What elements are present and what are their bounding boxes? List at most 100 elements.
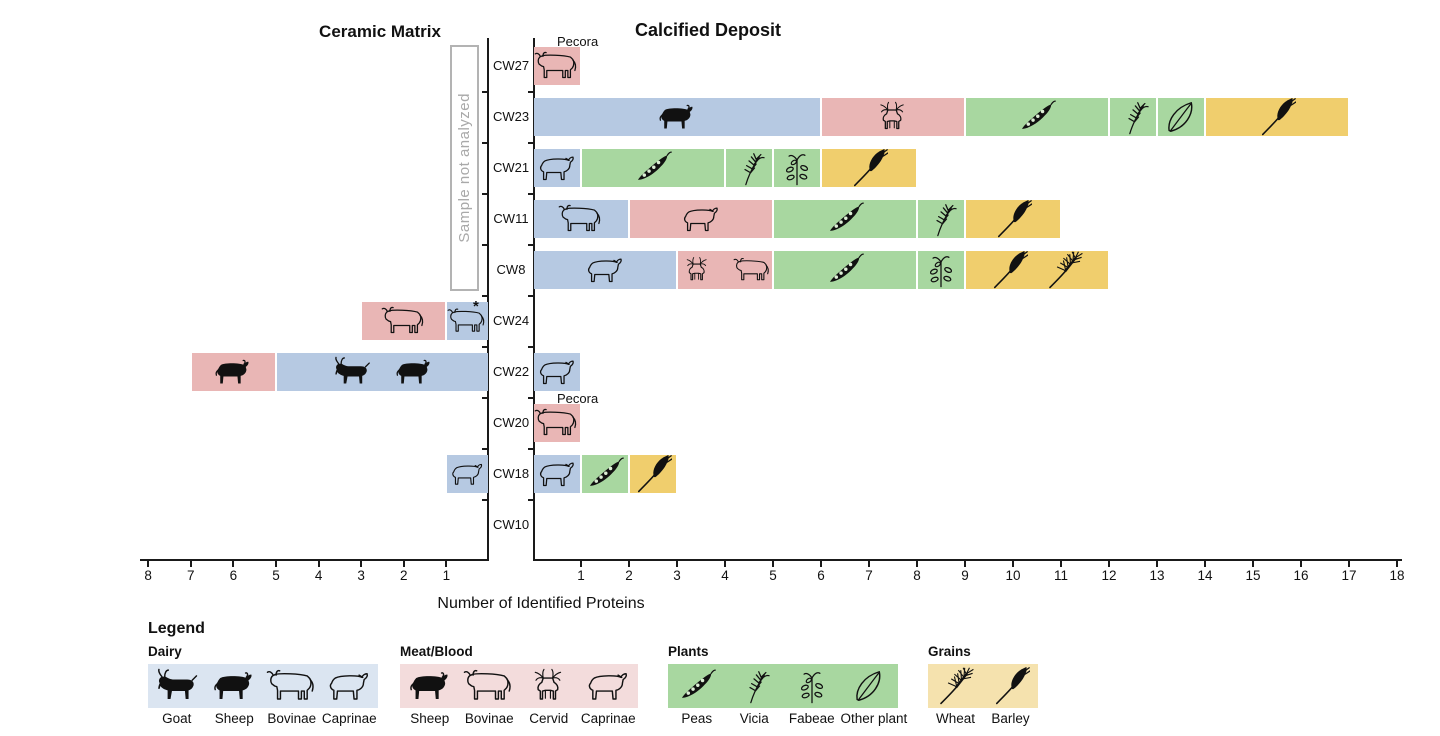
row-label: CW22 xyxy=(492,364,530,379)
row-label: CW18 xyxy=(492,466,530,481)
goat-black-icon xyxy=(151,668,203,704)
y-tick xyxy=(528,141,533,144)
legend-item xyxy=(148,664,206,708)
barley-icon xyxy=(849,149,889,187)
bar-segment-meat xyxy=(630,200,772,238)
bar-segment-meat xyxy=(822,98,964,136)
wheat-icon xyxy=(936,667,976,705)
bar-segment-dairy xyxy=(534,353,580,391)
vicia-icon xyxy=(729,149,769,187)
legend-item-label: Sheep xyxy=(410,711,450,726)
x-tick-label: 2 xyxy=(625,568,633,583)
bar-segment-plants xyxy=(966,98,1108,136)
bar-segment-dairy xyxy=(534,98,820,136)
x-tick-label: 1 xyxy=(442,568,451,583)
y-tick xyxy=(482,498,487,501)
x-tick xyxy=(964,561,966,567)
sheep-black-icon xyxy=(391,355,437,389)
peas-icon xyxy=(825,251,865,289)
pecora-label: Pecora xyxy=(557,34,599,49)
legend-group-plants: Plants Peas Vicia Fabeae Other plant xyxy=(668,644,908,726)
x-tick-label: 6 xyxy=(229,568,238,583)
bar-segment-dairy xyxy=(447,302,488,340)
bar-segment-dairy xyxy=(277,353,488,391)
x-tick-label: 7 xyxy=(865,568,873,583)
barley-icon xyxy=(989,251,1029,289)
legend-swatch xyxy=(928,664,1038,708)
y-tick xyxy=(528,447,533,450)
caprinae-icon xyxy=(582,668,634,704)
bovinae-icon xyxy=(733,253,772,287)
bar-segment-plants xyxy=(1110,98,1156,136)
legend-swatch xyxy=(668,664,898,708)
caprinae-icon xyxy=(323,668,375,704)
bar-segment-dairy xyxy=(447,455,488,493)
legend-group-name: Grains xyxy=(928,644,971,659)
left-x-axis xyxy=(140,559,489,561)
x-tick xyxy=(1348,561,1350,567)
legend-item xyxy=(928,664,983,708)
bar-segment-meat xyxy=(191,353,275,391)
sheep-black-icon xyxy=(210,355,256,389)
legend-item xyxy=(519,664,579,708)
bovinae-icon xyxy=(463,668,515,704)
caprinae-icon xyxy=(447,457,488,491)
peas-icon xyxy=(633,149,673,187)
legend-item xyxy=(579,664,639,708)
y-tick xyxy=(482,243,487,246)
legend-item-label: Wheat xyxy=(935,711,976,726)
right-y-axis xyxy=(533,38,535,561)
x-tick xyxy=(1108,561,1110,567)
x-tick xyxy=(1252,561,1254,567)
x-tick-label: 14 xyxy=(1197,568,1213,583)
sheep-black-icon xyxy=(208,668,260,704)
x-tick-label: 4 xyxy=(721,568,729,583)
bar-segment-meat xyxy=(534,404,580,442)
y-tick xyxy=(482,447,487,450)
x-tick-label: 13 xyxy=(1149,568,1165,583)
x-tick xyxy=(1060,561,1062,567)
x-tick-label: 4 xyxy=(314,568,323,583)
legend-item-label: Sheep xyxy=(214,711,254,726)
x-tick xyxy=(402,561,405,567)
x-tick-label: 3 xyxy=(357,568,365,583)
legend-item xyxy=(400,664,460,708)
legend-item-label: Goat xyxy=(162,711,192,726)
legend-swatch xyxy=(148,664,378,708)
fabeae-icon xyxy=(921,251,961,289)
bovinae-icon xyxy=(266,668,318,704)
goat-black-icon xyxy=(329,355,375,389)
legend-item xyxy=(983,664,1038,708)
legend-item xyxy=(668,664,726,708)
barley-icon xyxy=(991,667,1031,705)
caprinae-icon xyxy=(534,457,580,491)
legend-group-grains: Grains Wheat Barley xyxy=(928,644,1038,726)
other-plant-icon xyxy=(849,667,889,705)
legend-group-dairy: Dairy Goat Sheep Bovinae Caprinae xyxy=(148,644,378,726)
y-tick xyxy=(528,498,533,501)
bar-segment-grains xyxy=(966,200,1060,238)
legend-item xyxy=(841,664,899,708)
x-tick-label: 9 xyxy=(961,568,969,583)
x-tick-label: 6 xyxy=(817,568,825,583)
left-y-axis xyxy=(487,38,489,561)
x-tick-label: 18 xyxy=(1389,568,1405,583)
bar-segment-grains xyxy=(966,251,1108,289)
x-tick xyxy=(445,561,448,567)
x-tick-label: 3 xyxy=(673,568,681,583)
y-tick xyxy=(482,192,487,195)
row-label: CW8 xyxy=(496,262,526,277)
left-chart-title: Ceramic Matrix xyxy=(319,22,441,41)
peas-icon xyxy=(1017,98,1057,136)
barley-icon xyxy=(1257,98,1297,136)
wheat-icon xyxy=(1045,251,1085,289)
legend-title: Legend xyxy=(148,620,205,637)
legend-item-label: Other plant xyxy=(840,711,908,726)
row-label: CW11 xyxy=(493,211,529,226)
x-tick xyxy=(1156,561,1158,567)
sheep-black-icon xyxy=(654,100,700,134)
caprinae-icon xyxy=(582,253,628,287)
legend-item-label: Peas xyxy=(681,711,713,726)
barley-icon xyxy=(993,200,1033,238)
legend-item-label: Fabeae xyxy=(788,711,835,726)
